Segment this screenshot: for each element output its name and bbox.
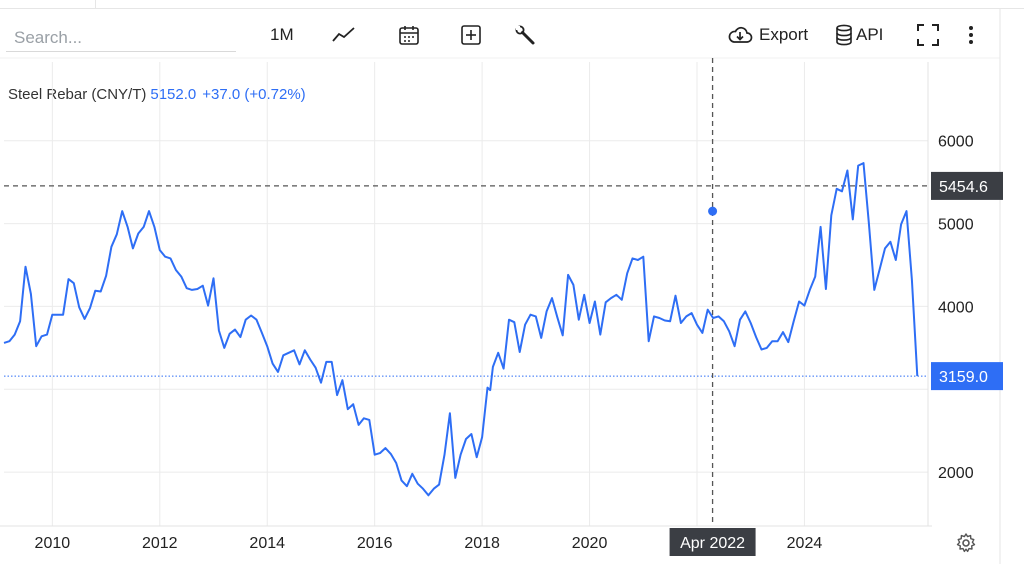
- x-tick-label-2016: 2016: [357, 535, 393, 552]
- more-options-button[interactable]: [962, 20, 980, 50]
- series-change: +37.0 (+0.72%): [202, 86, 306, 103]
- y-axis-labels: 2000 4000 5000 6000: [938, 134, 974, 482]
- series-layer: [3, 162, 919, 497]
- crosshair-y-badge: 5454.6: [939, 179, 988, 196]
- crosshair-x-badge: Apr 2022: [680, 535, 745, 552]
- current-price-badge-bg: [931, 362, 1003, 391]
- top-border: [0, 0, 1024, 9]
- database-icon: [835, 24, 853, 46]
- period-label: 1M: [270, 25, 294, 44]
- axis-badges: 5454.6 3159.0 Apr 2022: [669, 171, 1003, 556]
- chart-type-button[interactable]: [332, 20, 356, 50]
- chart-grid: [4, 62, 928, 526]
- x-tick-label-2014: 2014: [249, 535, 285, 552]
- wrench-icon: [514, 24, 536, 46]
- x-axis-labels: 2010 2012 2014 2016 2018 2020 2024: [35, 535, 823, 552]
- series-last-value: 5152.0: [150, 86, 197, 103]
- plus-box-icon: [460, 24, 482, 46]
- x-tick-label-2020: 2020: [572, 535, 608, 552]
- export-label: Export: [759, 25, 809, 44]
- x-tick-label-2010: 2010: [35, 535, 71, 552]
- gear-icon: [955, 533, 977, 558]
- period-1m-button[interactable]: 1M: [270, 20, 294, 50]
- y-tick-label-2000: 2000: [938, 465, 974, 482]
- search-input[interactable]: [6, 24, 236, 52]
- chart-settings-button[interactable]: [955, 532, 977, 554]
- x-tick-label-2018: 2018: [464, 535, 500, 552]
- y-tick-label-5000: 5000: [938, 217, 974, 234]
- fullscreen-button[interactable]: [916, 20, 940, 50]
- fullscreen-icon: [916, 23, 940, 47]
- export-button[interactable]: Export: [727, 20, 808, 50]
- series-header: Steel Rebar (CNY/T) 5152.0 +37.0 (+0.72%): [8, 86, 306, 103]
- y-tick-label-4000: 4000: [938, 299, 974, 316]
- cloud-download-icon: [727, 25, 753, 45]
- crosshair-x-badge-bg: [669, 528, 756, 556]
- settings-tools-button[interactable]: [514, 20, 536, 50]
- y-tick-label-6000: 6000: [938, 134, 974, 151]
- date-range-button[interactable]: [398, 20, 420, 50]
- line-chart-icon: [332, 26, 356, 44]
- chart-frame: [0, 8, 1001, 564]
- kebab-menu-icon: [962, 23, 980, 47]
- current-price-badge: 3159.0: [939, 369, 988, 386]
- compare-button[interactable]: [460, 20, 482, 50]
- calendar-icon: [398, 24, 420, 46]
- x-tick-label-2012: 2012: [142, 535, 178, 552]
- crosshair-y-badge-bg: [931, 171, 1003, 200]
- api-label: API: [856, 25, 884, 44]
- api-button[interactable]: API: [835, 20, 883, 50]
- x-tick-label-2024: 2024: [787, 535, 823, 552]
- crosshair-point: [708, 206, 718, 216]
- series-line-0: [3, 162, 919, 497]
- toolbar: 1M: [0, 0, 1024, 62]
- crosshair: [4, 58, 928, 526]
- series-name: Steel Rebar (CNY/T): [8, 86, 147, 103]
